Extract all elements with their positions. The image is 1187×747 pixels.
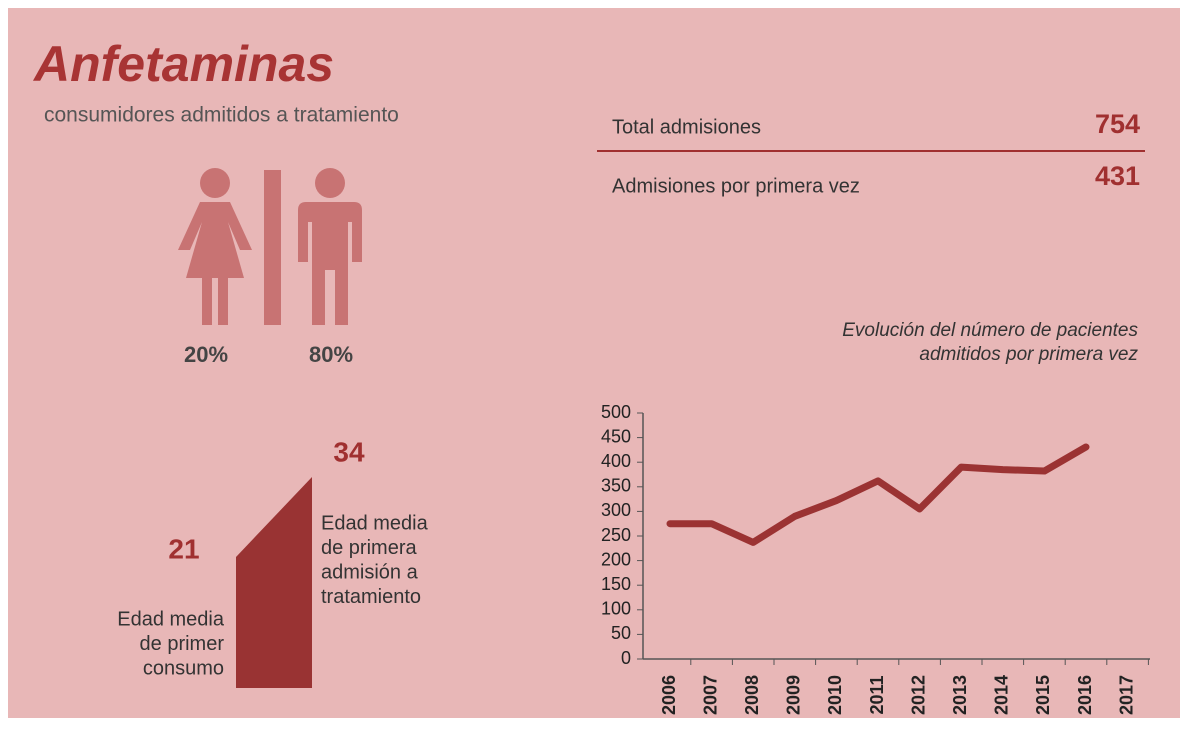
age-label: admisión a <box>321 561 419 583</box>
age-label: consumo <box>143 657 224 679</box>
female-percent: 20% <box>184 342 228 367</box>
age-value: 34 <box>333 436 365 467</box>
age-label: Edad media <box>117 608 225 630</box>
stat-label: Admisiones por primera vez <box>612 175 860 197</box>
age-label: de primer <box>140 633 225 655</box>
stat-label: Total admisiones <box>612 116 761 138</box>
stat-value: 431 <box>1095 161 1140 191</box>
x-tick-label: 2015 <box>1033 675 1053 715</box>
y-tick-label: 200 <box>601 549 631 569</box>
y-tick-label: 500 <box>601 402 631 422</box>
title: Anfetaminas <box>32 36 334 92</box>
chart-title: Evolución del número de pacientes <box>842 320 1138 341</box>
age-shape <box>236 477 312 688</box>
background <box>8 8 1180 718</box>
x-tick-label: 2014 <box>992 675 1012 715</box>
male-percent: 80% <box>309 342 353 367</box>
x-tick-label: 2008 <box>742 675 762 715</box>
stat-value: 754 <box>1095 109 1140 139</box>
x-tick-label: 2009 <box>784 675 804 715</box>
x-tick-label: 2013 <box>950 675 970 715</box>
x-tick-label: 2010 <box>825 675 845 715</box>
x-tick-label: 2017 <box>1116 675 1136 715</box>
y-tick-label: 100 <box>601 599 631 619</box>
female-icon <box>178 168 252 325</box>
x-tick-label: 2007 <box>700 675 720 715</box>
x-tick-label: 2016 <box>1075 675 1095 715</box>
age-value: 21 <box>168 533 199 564</box>
y-tick-label: 300 <box>601 500 631 520</box>
age-label: de primera <box>321 537 417 559</box>
y-tick-label: 50 <box>611 623 631 643</box>
male-icon <box>298 168 362 325</box>
separator <box>264 170 281 325</box>
x-tick-label: 2011 <box>867 675 887 714</box>
chart-title: admitidos por primera vez <box>919 344 1138 365</box>
y-tick-label: 400 <box>601 451 631 471</box>
y-tick-label: 450 <box>601 426 631 446</box>
subtitle: consumidores admitidos a tratamiento <box>44 104 399 127</box>
age-label: Edad media <box>321 512 429 534</box>
y-tick-label: 350 <box>601 476 631 496</box>
y-tick-label: 250 <box>601 525 631 545</box>
line-series <box>666 443 1090 546</box>
y-tick-label: 150 <box>601 574 631 594</box>
x-tick-label: 2006 <box>659 675 679 715</box>
y-tick-label: 0 <box>621 648 631 668</box>
x-tick-label: 2012 <box>908 675 928 715</box>
age-label: tratamiento <box>321 586 421 608</box>
